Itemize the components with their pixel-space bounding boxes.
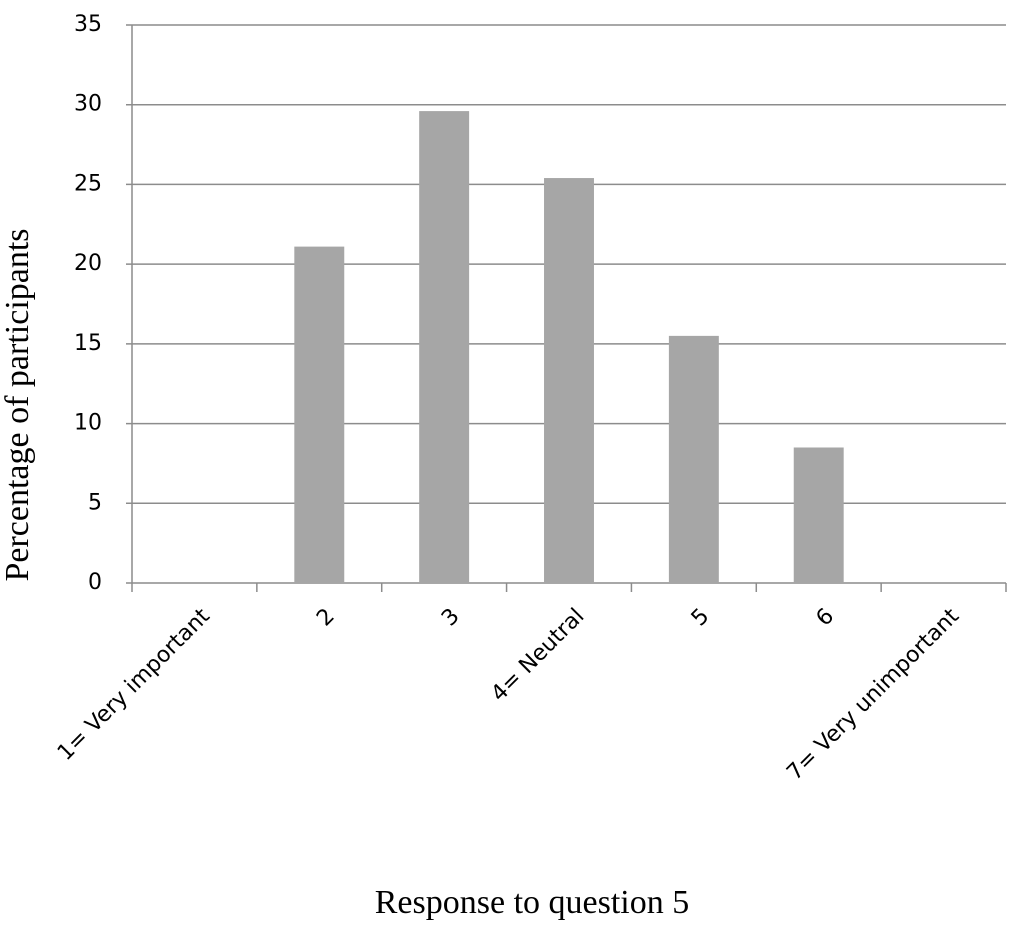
y-tick-label: 25: [74, 171, 102, 196]
y-tick-label: 20: [74, 251, 102, 276]
y-tick-label: 10: [74, 411, 102, 436]
bar: [668, 335, 719, 583]
bar: [419, 111, 470, 583]
y-tick-label: 15: [74, 331, 102, 356]
x-tick-label: 6: [812, 604, 840, 632]
bar: [294, 246, 345, 583]
bar: [544, 178, 594, 583]
x-axis-title: Response to question 5: [375, 884, 689, 921]
x-tick-label: 2: [312, 604, 340, 632]
bar: [793, 447, 844, 583]
x-tick-label: 4= Neutral: [487, 604, 590, 707]
x-tick-label: 3: [437, 604, 465, 632]
y-tick-label: 30: [74, 92, 102, 117]
y-tick-label: 5: [88, 490, 102, 515]
x-tick-label: 7= Very unimportant: [782, 604, 964, 786]
x-tick-label: 5: [687, 604, 715, 632]
x-tick-label: 1= Very important: [53, 604, 215, 766]
y-axis-title: Percentage of participants: [0, 228, 36, 581]
y-tick-label: 35: [74, 12, 102, 37]
y-tick-label: 0: [88, 570, 102, 595]
